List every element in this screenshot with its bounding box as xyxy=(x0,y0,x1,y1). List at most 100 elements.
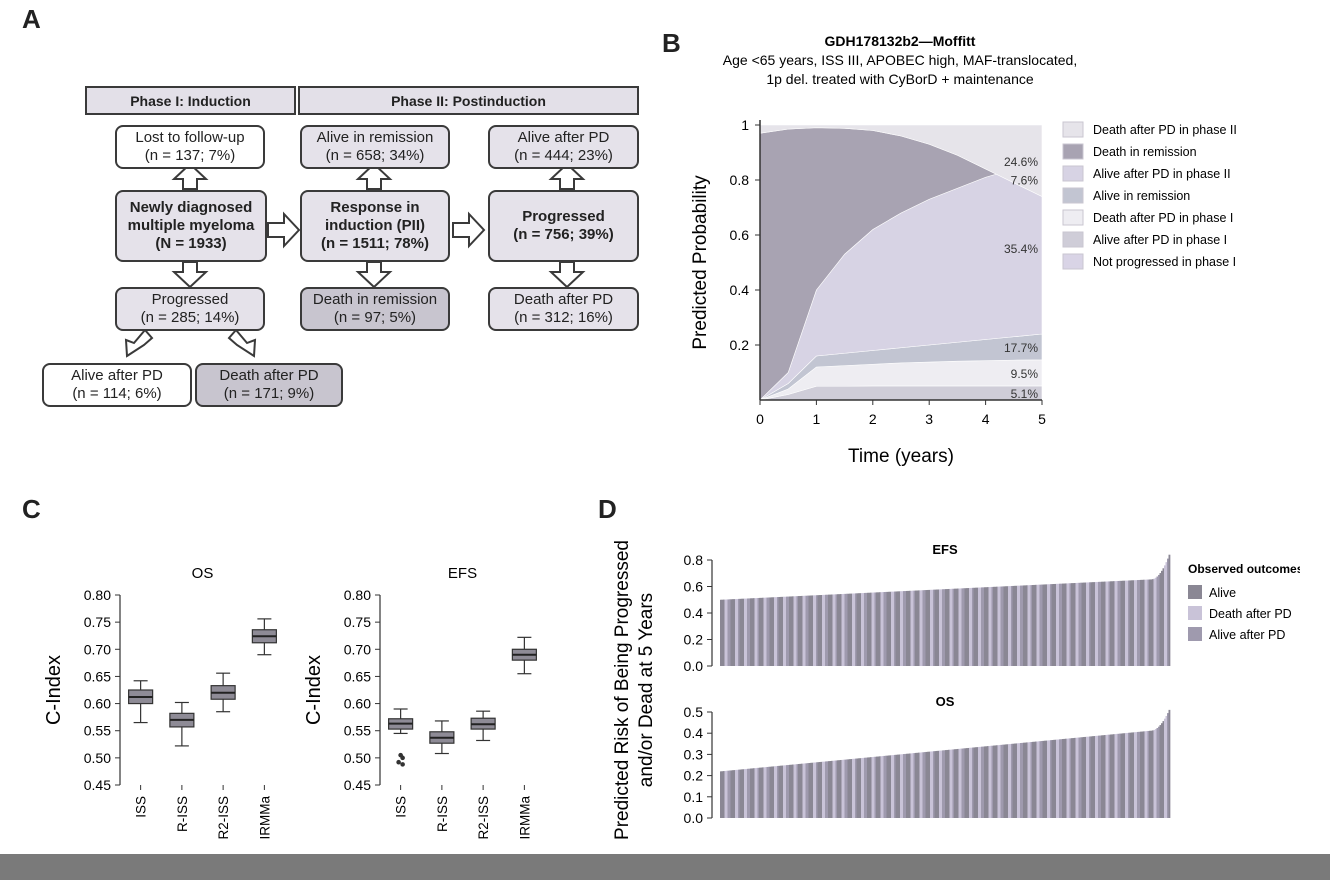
risk-bar xyxy=(811,595,814,666)
risk-bar xyxy=(1117,733,1120,818)
risk-bar xyxy=(790,764,793,818)
response-line1: Response in xyxy=(330,199,420,216)
risk-bar xyxy=(1072,583,1075,666)
risk-bar xyxy=(1063,738,1066,818)
risk-bar xyxy=(733,770,736,818)
risk-bar xyxy=(1135,732,1138,818)
x-tick-label: 4 xyxy=(982,411,990,427)
risk-bar xyxy=(825,761,827,818)
x-tick-label: R2-ISS xyxy=(216,796,231,840)
risk-bar xyxy=(891,755,893,818)
risk-bar xyxy=(937,589,940,666)
y-tick-label: 0.3 xyxy=(684,746,704,762)
legend-label: Alive after PD in phase II xyxy=(1093,167,1231,181)
risk-bar xyxy=(907,753,910,818)
risk-bar xyxy=(1009,743,1012,818)
legend-swatch xyxy=(1188,585,1202,599)
risk-bar xyxy=(1161,570,1163,666)
risk-bar xyxy=(889,755,892,818)
risk-bar xyxy=(865,757,868,818)
alive-pd1-line1: Alive after PD xyxy=(71,367,163,384)
risk-bar xyxy=(819,762,821,818)
risk-bar xyxy=(859,593,862,666)
risk-bar xyxy=(876,592,878,666)
risk-bar xyxy=(919,752,922,818)
risk-bar xyxy=(925,590,928,666)
y-tick-label: 0.60 xyxy=(344,696,371,712)
risk-bar xyxy=(1143,731,1145,818)
risk-bar xyxy=(1051,740,1054,818)
risk-bar xyxy=(894,754,896,818)
panel-b-area-chart: GDH178132b2—Moffitt Age <65 years, ISS II… xyxy=(690,33,1237,467)
risk-bar xyxy=(766,766,769,818)
risk-bar xyxy=(841,759,844,818)
risk-bar xyxy=(1087,736,1090,818)
risk-bar xyxy=(729,770,731,818)
lost-line2: (n = 137; 7%) xyxy=(144,147,236,164)
risk-bar xyxy=(1107,581,1109,666)
risk-bar xyxy=(759,597,761,666)
risk-bar xyxy=(832,594,835,666)
risk-bar xyxy=(951,588,953,666)
risk-bar xyxy=(928,589,931,666)
risk-bar xyxy=(966,748,968,818)
risk-bar xyxy=(865,592,868,666)
risk-bar xyxy=(1122,733,1124,818)
risk-bar xyxy=(886,755,889,818)
legend-swatch xyxy=(1062,253,1084,270)
risk-bar xyxy=(747,598,749,666)
risk-bar xyxy=(778,596,781,666)
risk-bar xyxy=(898,591,901,666)
risk-bar xyxy=(1083,582,1085,666)
risk-bar xyxy=(1162,721,1165,818)
y-tick-label: 0.45 xyxy=(84,777,111,793)
risk-bar xyxy=(946,749,949,818)
risk-bar xyxy=(985,746,988,818)
risk-bar xyxy=(939,589,941,666)
risk-bar xyxy=(1093,582,1096,666)
risk-bar xyxy=(837,594,839,666)
risk-bar xyxy=(1131,580,1133,666)
x-tick-label: 0 xyxy=(756,411,764,427)
risk-bar xyxy=(984,587,986,666)
risk-bar xyxy=(1033,584,1036,666)
risk-bar xyxy=(940,750,943,818)
band-final-label: 17.7% xyxy=(1004,341,1038,355)
risk-bar xyxy=(1006,586,1009,666)
box-death-after-pd-phase2: Death after PD (n = 312; 16%) xyxy=(488,287,639,331)
risk-bar xyxy=(1030,742,1033,818)
risk-bar xyxy=(912,590,914,666)
risk-bar xyxy=(901,754,904,818)
legend-label: Death after PD in phase II xyxy=(1093,123,1237,137)
risk-bar xyxy=(754,598,757,666)
risk-bar xyxy=(1107,734,1109,818)
risk-bar xyxy=(901,591,904,666)
risk-bar xyxy=(814,762,817,818)
risk-bar xyxy=(847,593,850,666)
risk-bar xyxy=(936,589,938,666)
risk-bar xyxy=(943,589,946,666)
risk-bar xyxy=(723,599,725,666)
risk-bar xyxy=(1074,737,1076,818)
area-band xyxy=(759,124,1043,197)
risk-bar xyxy=(721,771,724,818)
risk-bar xyxy=(739,769,742,818)
risk-bar xyxy=(739,598,742,666)
risk-bar xyxy=(733,599,736,666)
legend-label: Death in remission xyxy=(1093,145,1197,159)
risk-bar xyxy=(820,594,823,666)
risk-bar xyxy=(793,764,796,818)
risk-bar xyxy=(975,587,977,666)
risk-bar xyxy=(720,599,722,666)
risk-bar xyxy=(822,594,824,666)
risk-bar xyxy=(1011,585,1013,666)
risk-bar xyxy=(1062,739,1064,818)
risk-bar xyxy=(886,591,889,666)
risk-bar xyxy=(840,594,842,666)
risk-bar xyxy=(1149,730,1151,818)
risk-bar xyxy=(808,595,811,666)
risk-bar xyxy=(838,760,841,818)
arrow-diag-left xyxy=(124,328,154,358)
chart-c-efs-y-axis-title: C-Index xyxy=(303,655,325,725)
x-tick-label: 5 xyxy=(1038,411,1046,427)
